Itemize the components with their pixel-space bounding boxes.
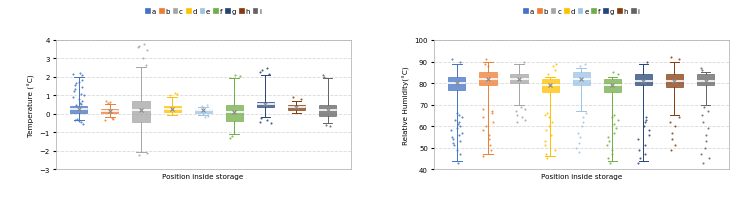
Bar xyxy=(697,75,714,86)
Bar xyxy=(101,110,118,113)
Bar xyxy=(132,101,149,122)
Bar xyxy=(604,79,621,92)
X-axis label: Position inside storage: Position inside storage xyxy=(540,173,622,180)
Bar xyxy=(70,106,87,113)
Y-axis label: Temperature (°C): Temperature (°C) xyxy=(28,74,36,136)
Bar xyxy=(226,105,243,121)
Bar xyxy=(511,75,528,84)
Bar xyxy=(666,75,683,88)
Bar xyxy=(635,75,652,86)
Bar xyxy=(164,106,181,112)
Bar xyxy=(195,109,212,113)
Bar xyxy=(319,105,336,116)
Bar xyxy=(480,73,497,86)
Legend: a, b, c, d, e, f, g, h, i: a, b, c, d, e, f, g, h, i xyxy=(522,8,640,16)
X-axis label: Position inside storage: Position inside storage xyxy=(163,173,244,180)
Bar xyxy=(542,79,559,92)
Bar xyxy=(573,73,590,86)
Legend: a, b, c, d, e, f, g, h, i: a, b, c, d, e, f, g, h, i xyxy=(144,8,262,16)
Bar xyxy=(288,105,305,110)
Y-axis label: Relative Humidity(°C): Relative Humidity(°C) xyxy=(403,66,410,144)
Bar xyxy=(257,103,274,108)
Bar xyxy=(448,77,465,90)
